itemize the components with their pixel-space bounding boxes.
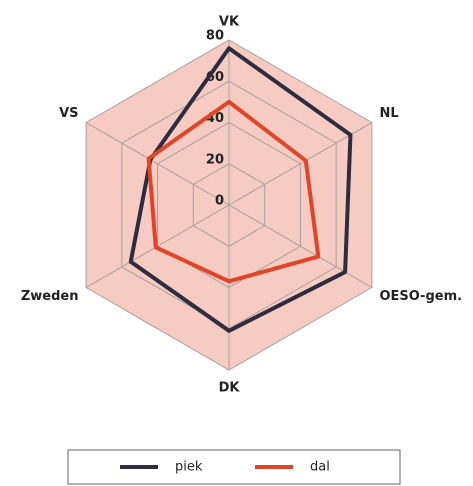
axis-line: [228, 122, 373, 206]
y-tick-label: 0: [215, 194, 224, 209]
category-label: VK: [219, 15, 240, 30]
category-label: OESO-gem.: [379, 289, 462, 304]
legend-label: piek: [175, 460, 203, 475]
category-label: VS: [59, 106, 78, 121]
series-line: [146, 99, 321, 284]
axis-line: [85, 122, 230, 206]
legend-label: dal: [310, 460, 330, 475]
category-label: DK: [219, 381, 241, 396]
y-tick-label: 20: [206, 152, 224, 167]
category-label: Zweden: [21, 289, 79, 304]
legend-box: [67, 449, 401, 485]
axis-line: [228, 204, 373, 288]
y-tick-label: 80: [206, 29, 224, 44]
category-label: NL: [379, 106, 398, 121]
